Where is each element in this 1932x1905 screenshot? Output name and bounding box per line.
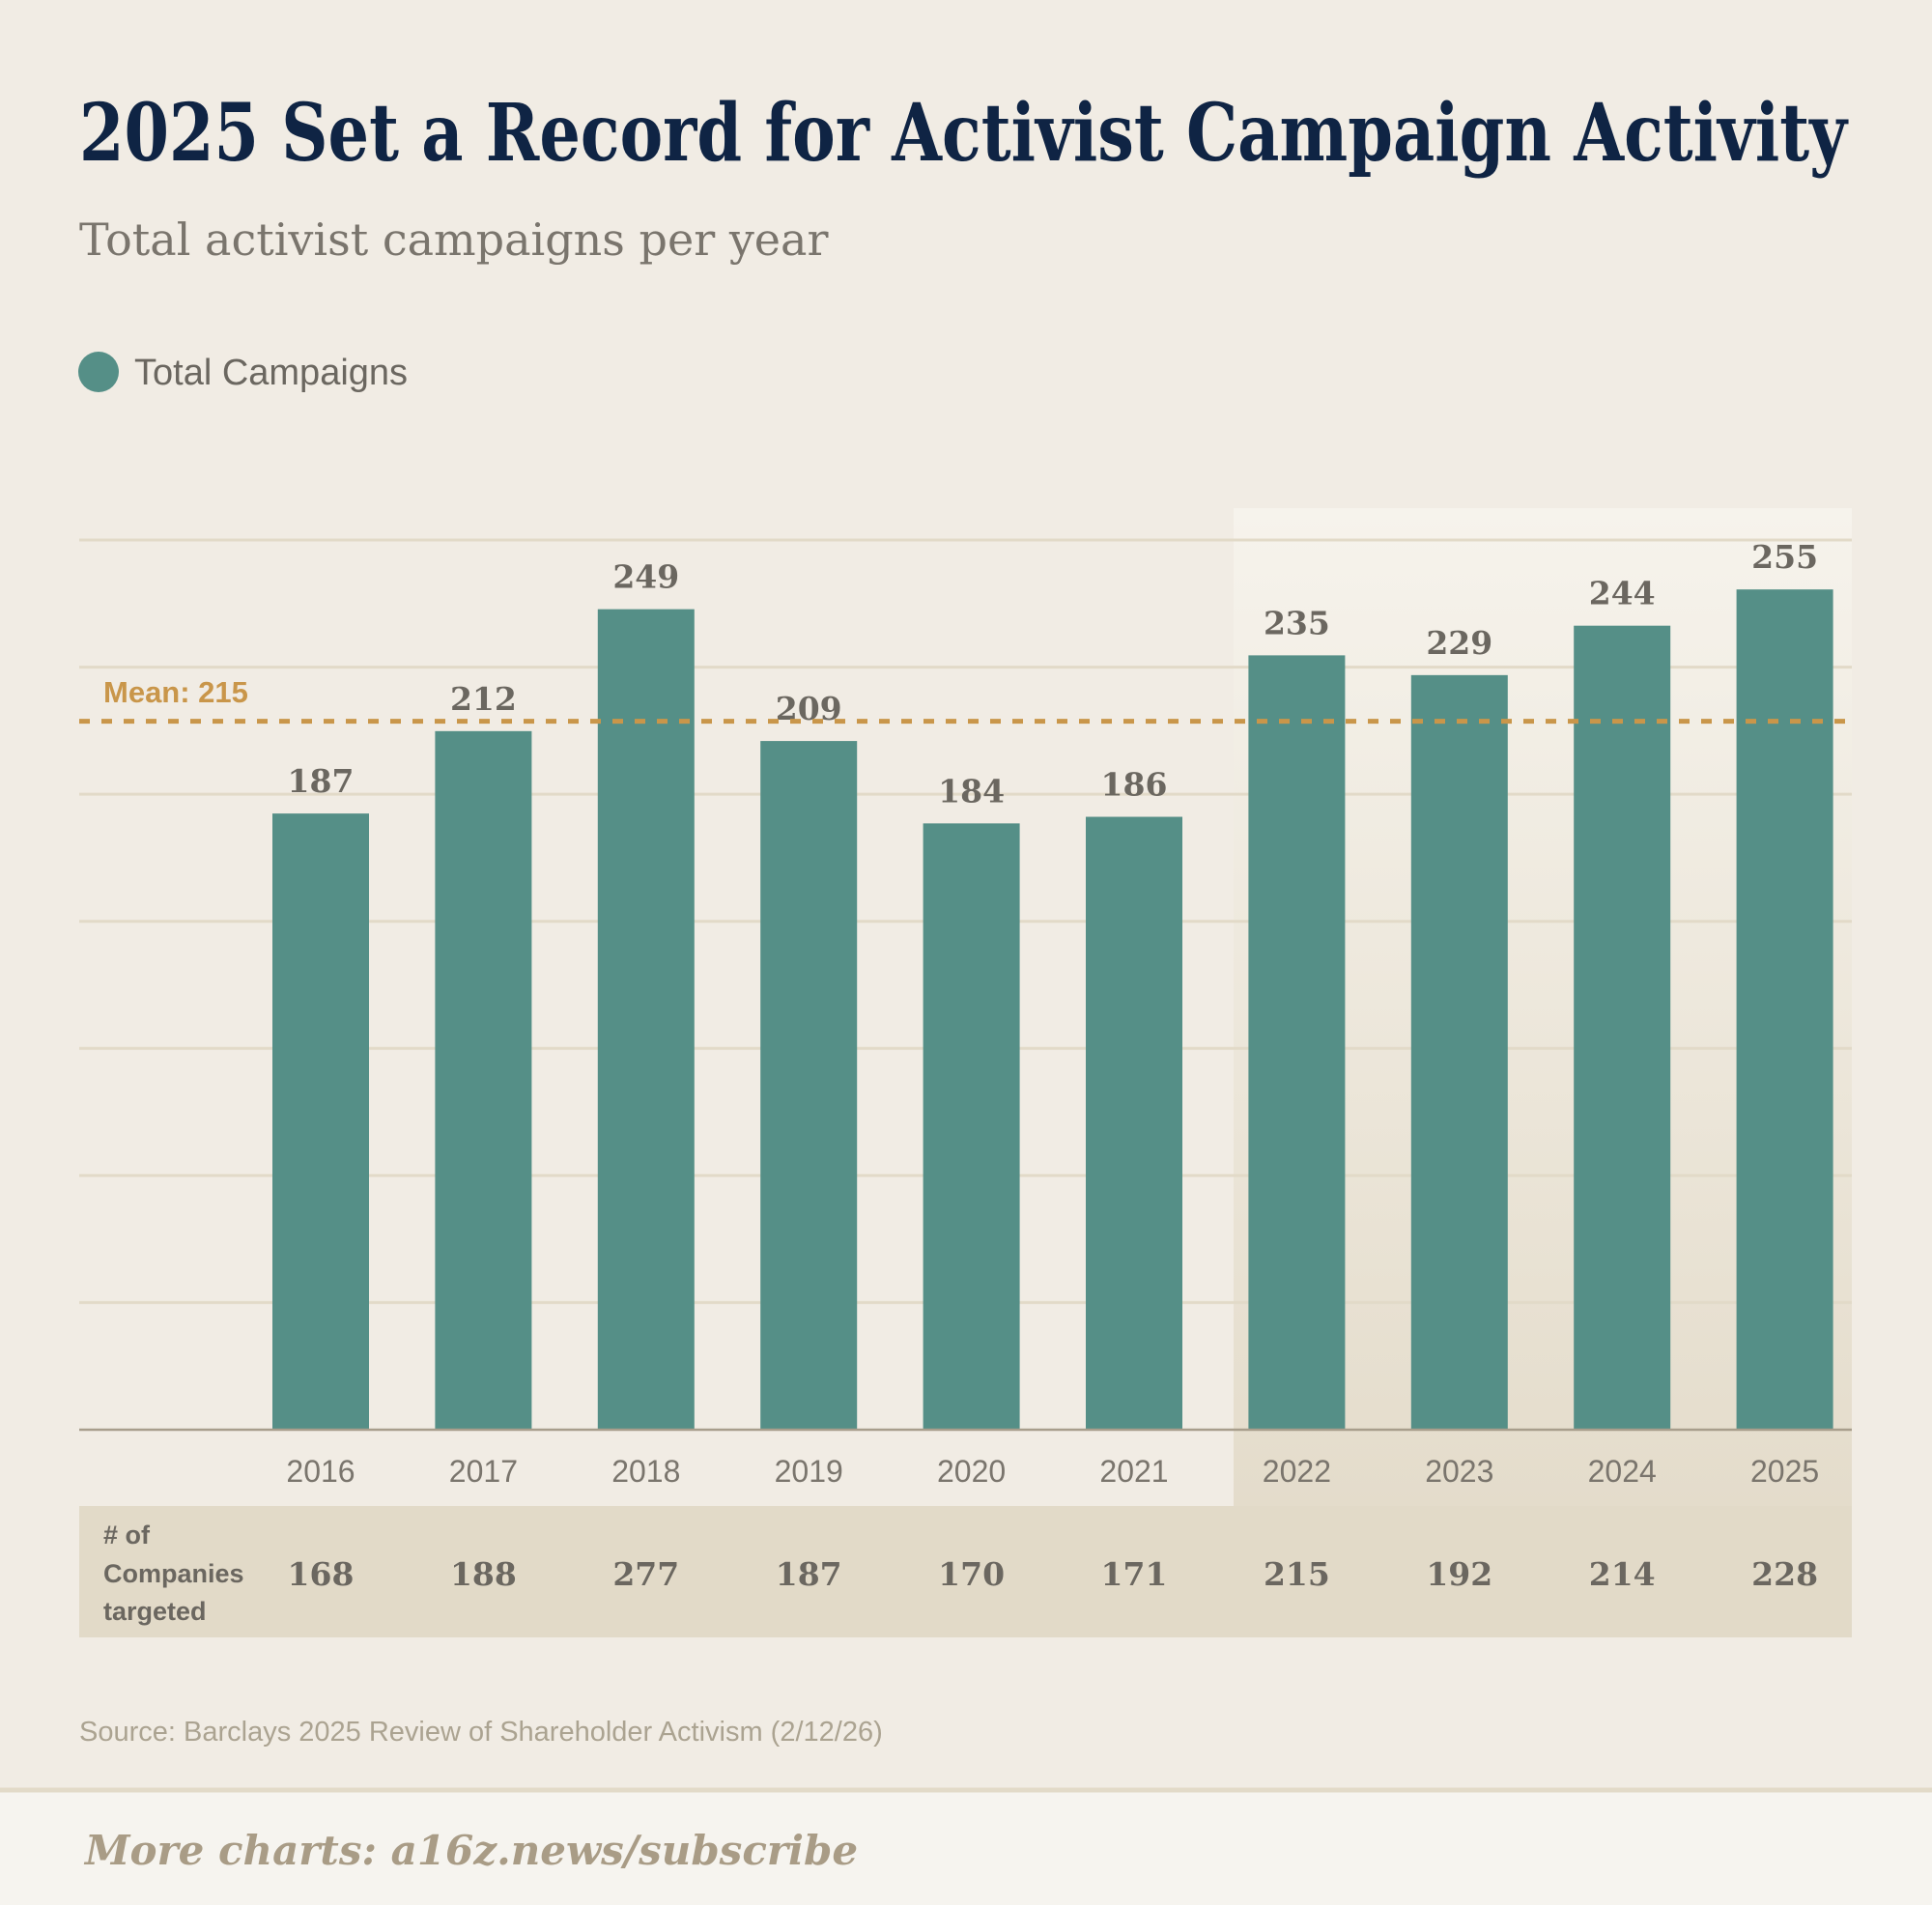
footer-band [0,1789,1932,1905]
table-value-2021: 171 [1101,1555,1168,1593]
x-tick-label-2017: 2017 [449,1454,518,1489]
value-label-2016: 187 [288,762,355,800]
bar-2021 [1086,816,1182,1430]
table-value-2024: 214 [1589,1555,1656,1593]
svg-text:# of Companies targete: # of Companies targeted [103,1521,251,1626]
value-label-2017: 212 [450,680,517,718]
chart-subtitle: Total activist campaigns per year [79,213,828,266]
x-tick-label-2022: 2022 [1263,1454,1331,1489]
footer-link[interactable]: More charts: a16z.news/subscribe [83,1827,858,1874]
table-band [79,1506,1852,1637]
x-tick-label-2023: 2023 [1425,1454,1493,1489]
table-value-2019: 187 [776,1555,842,1593]
value-label-2020: 184 [938,772,1005,810]
x-tick-label-2020: 2020 [937,1454,1006,1489]
table-value-2016: 168 [288,1555,355,1593]
table-label-line: targeted [103,1597,207,1626]
table-value-2023: 192 [1426,1555,1492,1593]
x-tick-label-2021: 2021 [1099,1454,1168,1489]
source-note: Source: Barclays 2025 Review of Sharehol… [79,1717,883,1748]
table-value-2022: 215 [1264,1555,1330,1593]
value-label-2021: 186 [1101,766,1168,804]
table-value-2017: 188 [450,1555,517,1593]
table-value-2020: 170 [938,1555,1005,1593]
bar-2025 [1736,589,1833,1430]
bar-2019 [760,741,858,1430]
bar-2024 [1574,625,1671,1430]
bar-2022 [1248,655,1346,1430]
bar-2016 [272,813,369,1430]
chart-title: 2025 Set a Record for Activist Campaign … [79,87,1849,180]
x-tick-label-2016: 2016 [286,1454,355,1489]
value-label-2019: 209 [776,690,842,727]
value-label-2022: 235 [1264,604,1330,641]
x-tick-label-2019: 2019 [775,1454,843,1489]
value-label-2018: 249 [612,558,679,596]
table-label-line: Companies [103,1559,244,1588]
legend-swatch [78,352,119,392]
bar-2023 [1410,674,1508,1430]
x-tick-label-2024: 2024 [1588,1454,1657,1489]
legend-label: Total Campaigns [134,353,408,393]
x-tick-label-2018: 2018 [611,1454,680,1489]
x-tick-label-2025: 2025 [1750,1454,1819,1489]
bar-2020 [923,823,1020,1430]
value-label-2023: 229 [1426,624,1492,662]
bar-2017 [435,730,532,1430]
table-value-2018: 277 [612,1555,679,1593]
mean-label: Mean: 215 [103,675,248,709]
bar-2018 [597,609,695,1430]
table-value-2025: 228 [1751,1555,1818,1593]
table-label-line: # of [103,1521,151,1550]
value-label-2025: 255 [1751,538,1818,576]
value-label-2024: 244 [1589,575,1656,612]
